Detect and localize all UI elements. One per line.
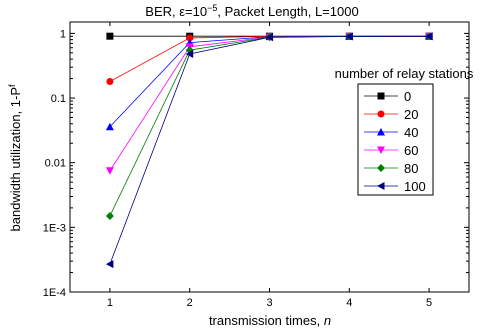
y-tick-label: 1E-3 xyxy=(43,222,66,234)
y-axis-label: bandwidth utilization, 1-Pf xyxy=(7,84,23,232)
y-tick-label: 0.1 xyxy=(51,93,66,105)
title-suffix: , Packet Length, L=1000 xyxy=(217,4,358,19)
legend-label: 40 xyxy=(404,125,418,140)
legend-entry-20: 20 xyxy=(364,107,418,122)
y-tick-label: 0.01 xyxy=(45,158,66,170)
x-tick-label: 1 xyxy=(107,297,113,309)
legend-marker xyxy=(377,182,385,190)
x-axis-label-var: n xyxy=(324,313,331,328)
data-point-80-x1 xyxy=(105,211,114,220)
legend-marker xyxy=(377,110,385,118)
x-tick-label: 4 xyxy=(346,297,352,309)
x-tick-label: 3 xyxy=(266,297,272,309)
data-point-100-x5 xyxy=(425,32,433,41)
legend-entry-60: 60 xyxy=(364,143,418,158)
x-axis-label: transmission times, n xyxy=(209,313,331,328)
y-tick-label: 1 xyxy=(60,28,66,40)
data-point-60-x1 xyxy=(105,167,114,175)
legend-label: 60 xyxy=(404,143,418,158)
data-point-0-x1 xyxy=(106,32,114,40)
legend-entries: 0 20 40 60 80 100 xyxy=(364,89,426,194)
chart-title: BER, ε=10−5, Packet Length, L=1000 xyxy=(145,3,358,19)
y-axis-label-text: bandwidth utilization, 1-P xyxy=(8,87,23,232)
legend-entry-0: 0 xyxy=(364,89,411,104)
legend-label: 20 xyxy=(404,107,418,122)
legend-box xyxy=(357,83,434,196)
ticks-layer: 1 2 3 4 5 1E-4 1E-3 0.01 0.1 1 xyxy=(43,22,469,309)
data-point-20-x2 xyxy=(186,34,194,42)
x-tick-label: 5 xyxy=(426,297,432,309)
data-point-100-x2 xyxy=(185,49,194,58)
legend-entry-40: 40 xyxy=(364,125,418,140)
legend-label: 80 xyxy=(404,161,418,176)
data-point-100-x4 xyxy=(345,32,353,41)
legend-entry-100: 100 xyxy=(364,179,426,194)
legend-label: 0 xyxy=(404,89,411,104)
title-epsilon: ε=10 xyxy=(179,4,207,19)
legend-label: 100 xyxy=(404,179,426,194)
legend-marker xyxy=(377,92,385,100)
legend-entry-80: 80 xyxy=(364,161,418,176)
title-exponent: −5 xyxy=(207,3,217,13)
data-point-20-x1 xyxy=(106,78,114,86)
data-point-40-x1 xyxy=(105,122,114,131)
legend-marker xyxy=(377,128,385,136)
legend-marker xyxy=(377,164,385,172)
series-100 xyxy=(105,32,433,269)
title-prefix: BER, xyxy=(145,4,179,19)
legend-title: number of relay stations xyxy=(335,66,474,81)
y-axis-label-sup: f xyxy=(7,84,17,87)
y-tick-label: 1E-4 xyxy=(43,287,66,299)
legend-marker xyxy=(377,146,385,154)
data-point-100-x1 xyxy=(105,260,114,269)
x-tick-label: 2 xyxy=(187,297,193,309)
data-point-100-x3 xyxy=(265,33,273,42)
x-axis-label-text: transmission times, xyxy=(209,313,324,328)
series-layer xyxy=(105,32,434,269)
